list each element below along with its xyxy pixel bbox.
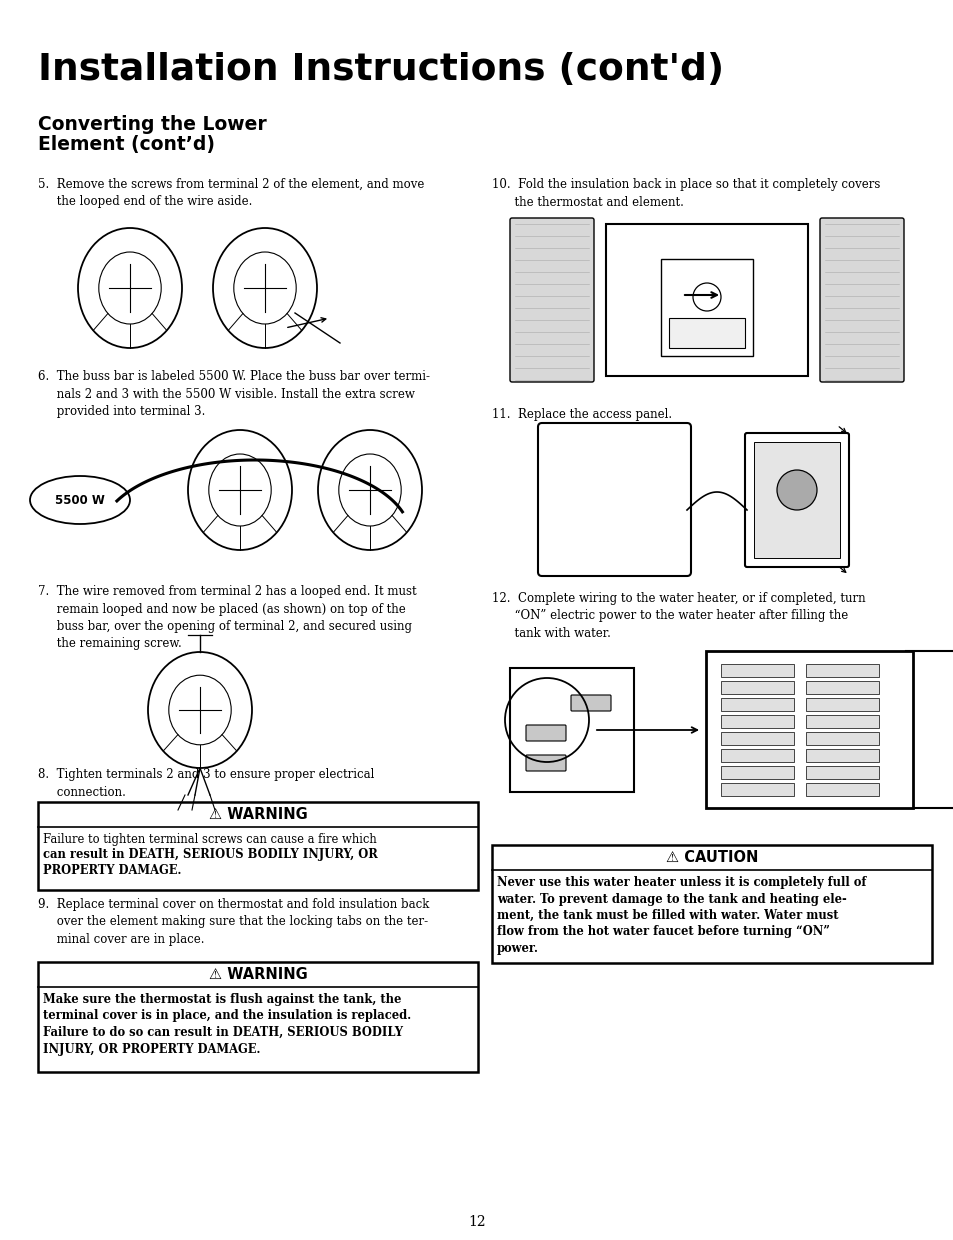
Ellipse shape (78, 228, 182, 348)
FancyBboxPatch shape (805, 749, 879, 761)
Ellipse shape (213, 228, 316, 348)
Text: 5.  Remove the screws from terminal 2 of the element, and move
     the looped e: 5. Remove the screws from terminal 2 of … (38, 179, 424, 208)
Text: Converting the Lower: Converting the Lower (38, 115, 267, 134)
Text: ⚠ CAUTION: ⚠ CAUTION (665, 849, 758, 866)
FancyBboxPatch shape (805, 697, 879, 711)
FancyBboxPatch shape (571, 694, 610, 711)
FancyBboxPatch shape (720, 732, 794, 744)
FancyBboxPatch shape (38, 802, 477, 890)
FancyBboxPatch shape (525, 755, 565, 771)
Text: 12: 12 (468, 1215, 485, 1229)
Text: Failure to tighten terminal screws can cause a fire which: Failure to tighten terminal screws can c… (43, 833, 376, 846)
Text: 10.  Fold the insulation back in place so that it completely covers
      the th: 10. Fold the insulation back in place so… (492, 179, 880, 208)
FancyBboxPatch shape (705, 651, 912, 808)
FancyBboxPatch shape (720, 782, 794, 796)
FancyBboxPatch shape (720, 765, 794, 779)
FancyBboxPatch shape (720, 714, 794, 728)
Text: 5500 W: 5500 W (55, 494, 105, 506)
FancyBboxPatch shape (525, 725, 565, 742)
FancyBboxPatch shape (510, 668, 634, 792)
Circle shape (692, 283, 720, 311)
Text: ⚠ WARNING: ⚠ WARNING (209, 967, 307, 982)
Text: ⚠ WARNING: ⚠ WARNING (209, 807, 307, 822)
Circle shape (776, 470, 816, 510)
Text: 8.  Tighten terminals 2 and 3 to ensure proper electrical
     connection.: 8. Tighten terminals 2 and 3 to ensure p… (38, 768, 374, 799)
FancyBboxPatch shape (720, 663, 794, 677)
FancyBboxPatch shape (805, 681, 879, 693)
Text: 9.  Replace terminal cover on thermostat and fold insulation back
     over the : 9. Replace terminal cover on thermostat … (38, 898, 429, 946)
FancyBboxPatch shape (805, 663, 879, 677)
Text: can result in DEATH, SERIOUS BODILY INJURY, OR
PROPERTY DAMAGE.: can result in DEATH, SERIOUS BODILY INJU… (43, 848, 377, 878)
FancyBboxPatch shape (510, 218, 594, 382)
FancyBboxPatch shape (805, 765, 879, 779)
Text: 12.  Complete wiring to the water heater, or if completed, turn
      “ON” elect: 12. Complete wiring to the water heater,… (492, 591, 864, 640)
Text: Element (cont’d): Element (cont’d) (38, 135, 214, 154)
Ellipse shape (148, 652, 252, 768)
FancyBboxPatch shape (753, 441, 840, 558)
Text: 11.  Replace the access panel.: 11. Replace the access panel. (492, 408, 672, 422)
Ellipse shape (317, 430, 421, 551)
FancyBboxPatch shape (38, 962, 477, 1073)
FancyBboxPatch shape (660, 259, 752, 356)
FancyBboxPatch shape (720, 749, 794, 761)
Text: Never use this water heater unless it is completely full of
water. To prevent da: Never use this water heater unless it is… (497, 875, 865, 955)
FancyBboxPatch shape (720, 681, 794, 693)
Text: 7.  The wire removed from terminal 2 has a looped end. It must
     remain loope: 7. The wire removed from terminal 2 has … (38, 585, 416, 651)
FancyBboxPatch shape (720, 697, 794, 711)
Text: 6.  The buss bar is labeled 5500 W. Place the buss bar over termi-
     nals 2 a: 6. The buss bar is labeled 5500 W. Place… (38, 370, 430, 418)
FancyBboxPatch shape (744, 433, 848, 567)
Text: Make sure the thermostat is flush against the tank, the
terminal cover is in pla: Make sure the thermostat is flush agains… (43, 993, 411, 1055)
FancyBboxPatch shape (605, 224, 807, 376)
FancyBboxPatch shape (668, 317, 744, 348)
Ellipse shape (188, 430, 292, 551)
FancyBboxPatch shape (805, 782, 879, 796)
Ellipse shape (30, 476, 130, 525)
FancyBboxPatch shape (537, 423, 690, 577)
FancyBboxPatch shape (492, 844, 931, 963)
Text: Installation Instructions (cont'd): Installation Instructions (cont'd) (38, 52, 723, 88)
FancyBboxPatch shape (820, 218, 903, 382)
FancyBboxPatch shape (805, 714, 879, 728)
FancyBboxPatch shape (905, 651, 953, 808)
FancyBboxPatch shape (805, 732, 879, 744)
